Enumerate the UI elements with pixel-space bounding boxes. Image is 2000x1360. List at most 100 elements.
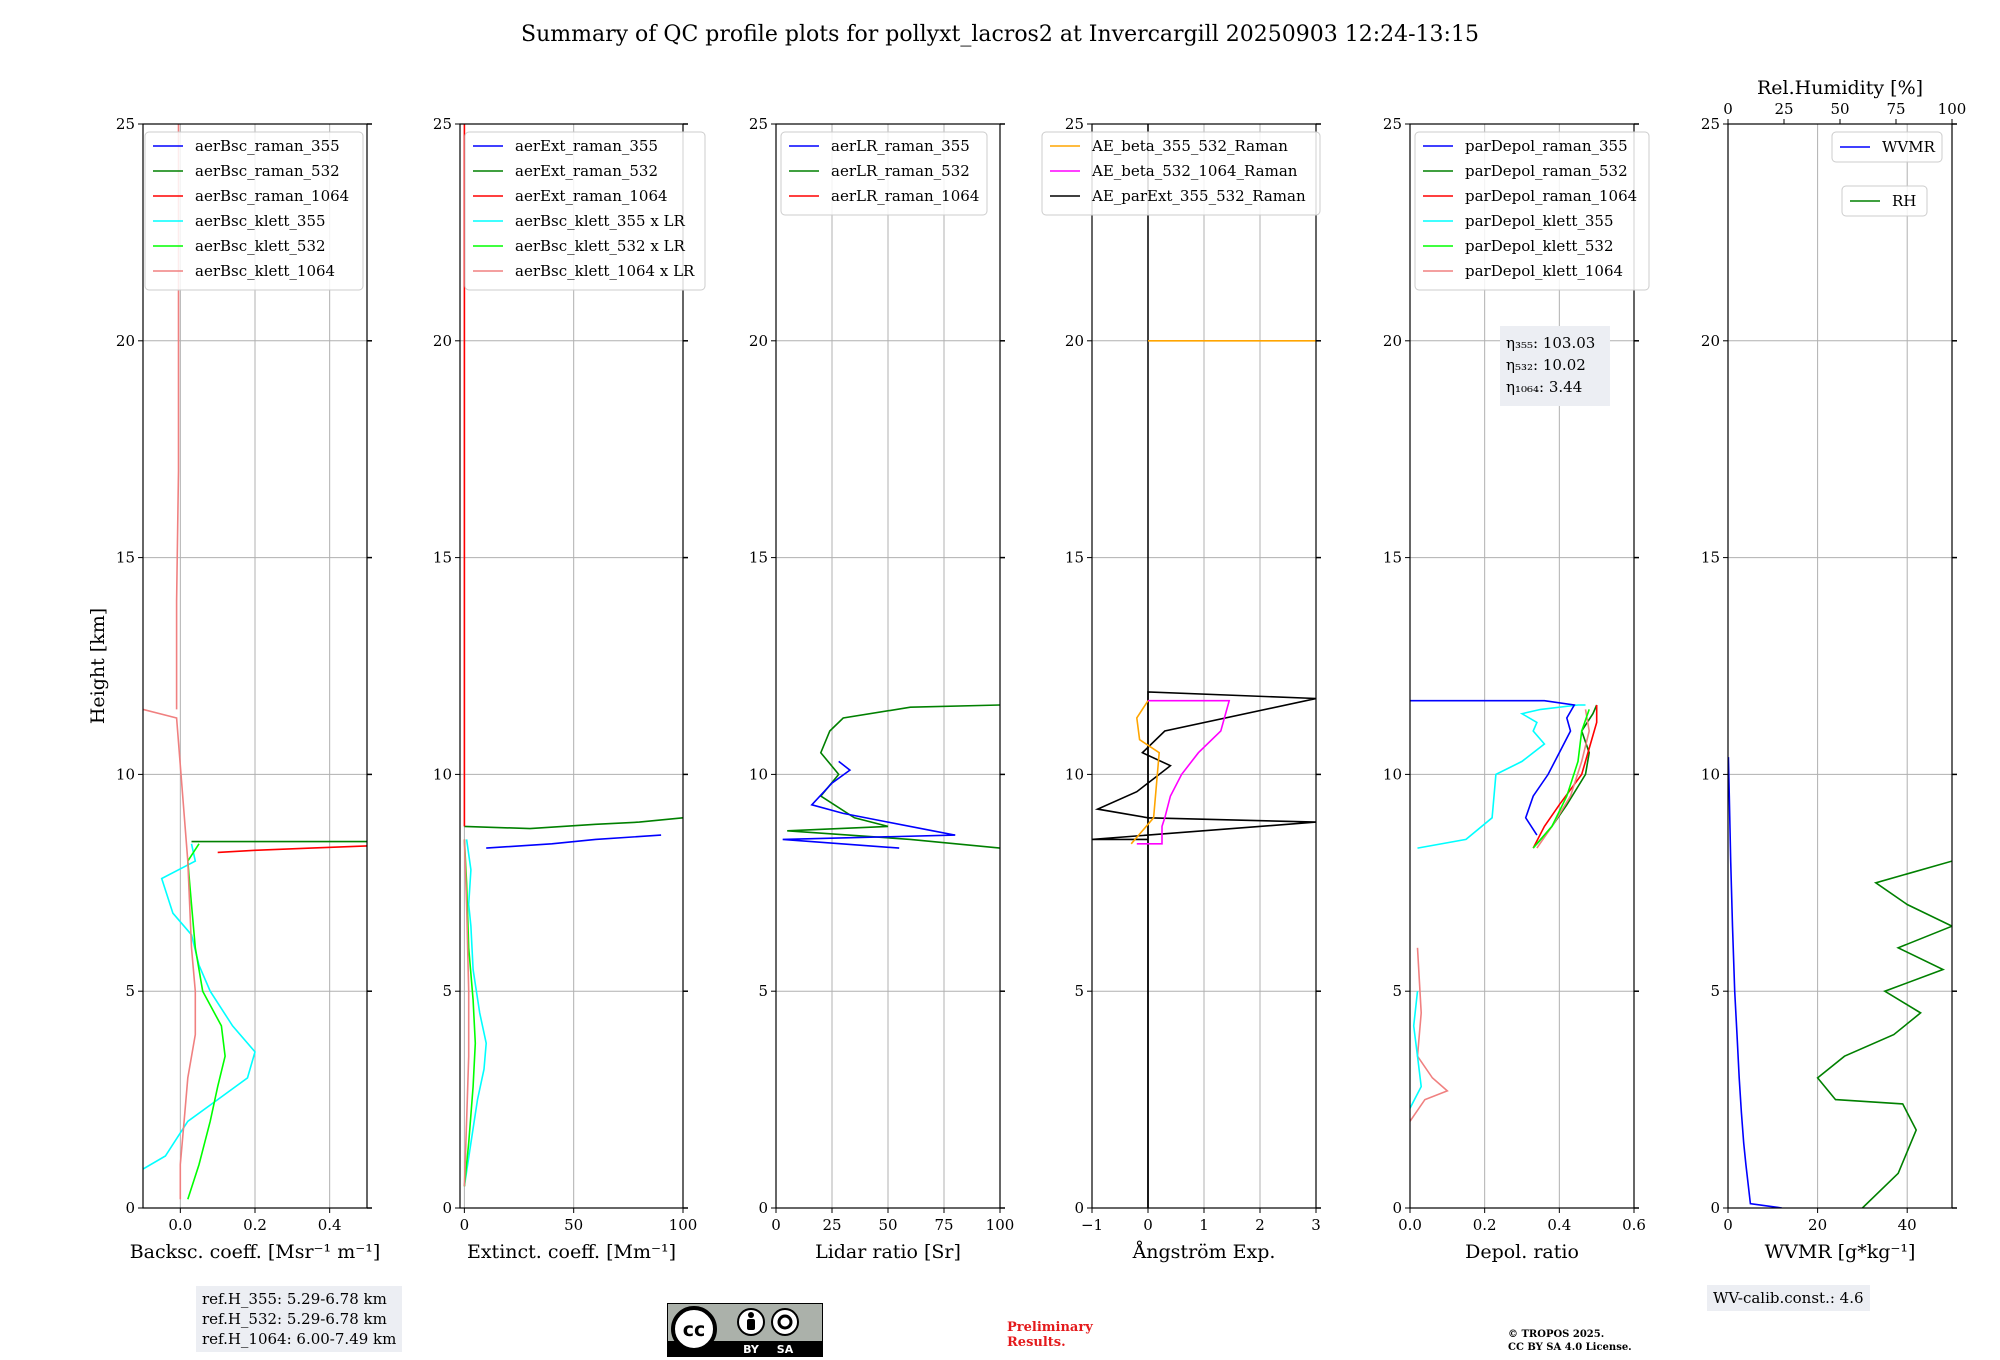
series-line-aerBsc_klett_355 xyxy=(143,843,256,1170)
series-line-parDepol_klett_355 xyxy=(1417,704,1586,849)
y-tick-label: 25 xyxy=(433,115,452,133)
legend-label: aerBsc_raman_532 xyxy=(195,162,340,180)
legend: aerExt_raman_355 aerExt_raman_532 aerExt_r… xyxy=(464,131,706,291)
y-tick-label: 25 xyxy=(1383,115,1402,133)
y-tick-label: 10 xyxy=(433,765,452,783)
x-tick-label: 0.4 xyxy=(1547,1216,1571,1234)
x-tick-label: 0 xyxy=(771,1216,781,1234)
series-line-aerLR_raman_532 xyxy=(787,704,1000,849)
series-group xyxy=(1092,339,1316,1208)
cc-by-sa-license-logo: cc BY SA xyxy=(667,1303,823,1357)
axes-frame xyxy=(1091,123,1317,1209)
ref-height-355: ref.H_355: 5.29-6.78 km xyxy=(202,1290,387,1308)
y-tick-label: 20 xyxy=(1065,332,1084,350)
x-tick-label: 40 xyxy=(1898,1216,1917,1234)
x-tick-label: 0.0 xyxy=(168,1216,192,1234)
x-tick-label: 3 xyxy=(1311,1216,1321,1234)
legend-label: AE_beta_532_1064_Raman xyxy=(1091,162,1298,180)
top-x-axis-label: Rel.Humidity [%] xyxy=(1757,77,1923,99)
legend-label: aerBsc_klett_1064 x LR xyxy=(515,262,695,280)
y-tick-label: 15 xyxy=(433,549,452,567)
preliminary-results-note: Preliminary Results. xyxy=(1007,1320,1093,1350)
series-line-parDepol_klett_1064-low xyxy=(1410,947,1449,1122)
x-tick-label: 2 xyxy=(1255,1216,1265,1234)
wv-calibration-constant: WV-calib.const.: 4.6 xyxy=(1713,1289,1864,1307)
x-tick-label: 50 xyxy=(564,1216,583,1234)
legend-frame xyxy=(464,131,706,291)
x-tick-label: 0 xyxy=(1723,1216,1733,1234)
y-tick-label: 5 xyxy=(442,982,452,1000)
panel-5: 0.0 0.2 0.4 0.6 0 5 10 15 20 25 Depol. ratio parDep… xyxy=(1383,115,1650,1263)
y-tick-label: 15 xyxy=(116,549,135,567)
x-tick-label: 100 xyxy=(986,1216,1015,1234)
x-tick-label: 75 xyxy=(934,1216,953,1234)
y-tick-label: 5 xyxy=(1074,982,1084,1000)
y-tick-label: 10 xyxy=(116,765,135,783)
x-tick-label: 0.2 xyxy=(243,1216,267,1234)
series-line-parDepol_klett_532 xyxy=(1532,709,1590,849)
axes-frame xyxy=(1409,123,1635,1209)
by-label: BY xyxy=(743,1343,760,1356)
legend-frame xyxy=(780,131,988,216)
axes-frame xyxy=(1727,123,1953,1209)
legend: parDepol_raman_355 parDepol_raman_532 parD… xyxy=(1414,131,1650,291)
series-line-parDepol_raman_1064 xyxy=(1532,705,1598,849)
legend-label: parDepol_klett_355 xyxy=(1465,212,1614,230)
y-tick-label: 0 xyxy=(1710,1199,1720,1217)
cc-logo-text: cc xyxy=(683,1319,706,1341)
x-tick-label: 20 xyxy=(1808,1216,1827,1234)
panel-2: 0 50 100 0 5 10 15 20 25 Extinct. coeff. [Mm⁻¹] ae… xyxy=(433,115,706,1263)
x-axis-label: WVMR [g*kg⁻¹] xyxy=(1765,1241,1916,1263)
series-line-aerBsc_klett_1064 xyxy=(143,708,197,1200)
top-x-tick-label: 25 xyxy=(1774,100,1793,118)
axes-frame xyxy=(459,123,684,1209)
legend-label: aerBsc_raman_355 xyxy=(195,137,340,155)
legend-label: aerExt_raman_355 xyxy=(515,137,658,155)
sa-label: SA xyxy=(777,1343,794,1356)
legend-label: aerBsc_klett_532 xyxy=(195,237,326,255)
x-tick-label: 50 xyxy=(878,1216,897,1234)
series-line-RH xyxy=(1816,860,1952,1208)
legend-label: aerBsc_klett_355 xyxy=(195,212,326,230)
preliminary-line-1: Preliminary xyxy=(1007,1320,1093,1335)
y-tick-label: 15 xyxy=(1383,549,1402,567)
legend-label: aerBsc_raman_1064 xyxy=(195,187,349,205)
copyright-note: © TROPOS 2025. CC BY SA 4.0 License. xyxy=(1508,1328,1632,1354)
y-tick-label: 15 xyxy=(749,549,768,567)
y-tick-label: 20 xyxy=(749,332,768,350)
x-axis-label: Backsc. coeff. [Msr⁻¹ m⁻¹] xyxy=(130,1241,381,1263)
legend-label: aerExt_raman_1064 xyxy=(515,187,668,205)
legend-label: parDepol_klett_532 xyxy=(1465,237,1614,255)
y-tick-label: 25 xyxy=(749,115,768,133)
y-tick-label: 0 xyxy=(442,1199,452,1217)
person-head-icon xyxy=(748,1312,754,1318)
legend-label: WVMR xyxy=(1882,138,1936,156)
axes-frame xyxy=(142,123,368,1209)
legend-label: aerBsc_klett_1064 xyxy=(195,262,335,280)
cc-circle-icon xyxy=(671,1306,717,1352)
copyright-line-2: CC BY SA 4.0 License. xyxy=(1508,1342,1632,1353)
legend-frame xyxy=(1841,185,1928,217)
legend-label: parDepol_raman_1064 xyxy=(1465,187,1637,205)
y-axis-label: Height [km] xyxy=(87,608,109,724)
legend-label: aerBsc_klett_532 x LR xyxy=(515,237,686,255)
copyright-line-1: © TROPOS 2025. xyxy=(1508,1329,1605,1340)
wv-calibration-box: WV-calib.const.: 4.6 xyxy=(1707,1285,1870,1311)
x-axis-label: Lidar ratio [Sr] xyxy=(815,1241,961,1263)
y-tick-label: 20 xyxy=(1383,332,1402,350)
y-tick-label: 0 xyxy=(125,1199,135,1217)
legend-label: aerLR_raman_1064 xyxy=(831,187,979,205)
series-line-parDepol_raman_355 xyxy=(1410,699,1576,836)
y-tick-label: 0 xyxy=(1074,1199,1084,1217)
top-x-tick-label: 50 xyxy=(1830,100,1849,118)
series-line-WVMR xyxy=(1728,757,1782,1208)
eta-value: η₅₃₂: 10.02 xyxy=(1506,356,1586,374)
x-axis-label: Depol. ratio xyxy=(1465,1241,1579,1263)
legend-frame xyxy=(1041,131,1321,216)
legend: aerLR_raman_355 aerLR_raman_532 aerLR_rama… xyxy=(780,131,988,216)
legend-label: aerExt_raman_532 xyxy=(515,162,658,180)
series-group xyxy=(463,124,683,1187)
x-tick-label: 1 xyxy=(1199,1216,1209,1234)
legend-label: parDepol_raman_532 xyxy=(1465,162,1628,180)
